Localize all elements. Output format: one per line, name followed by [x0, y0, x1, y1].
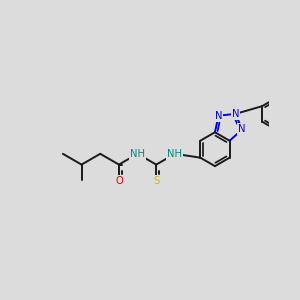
Text: N: N [215, 111, 222, 121]
Text: N: N [238, 124, 246, 134]
Text: NH: NH [130, 149, 145, 159]
Text: O: O [299, 117, 300, 127]
Text: S: S [153, 176, 159, 186]
Text: NH: NH [167, 149, 182, 159]
Text: N: N [232, 109, 239, 119]
Text: O: O [115, 176, 123, 186]
